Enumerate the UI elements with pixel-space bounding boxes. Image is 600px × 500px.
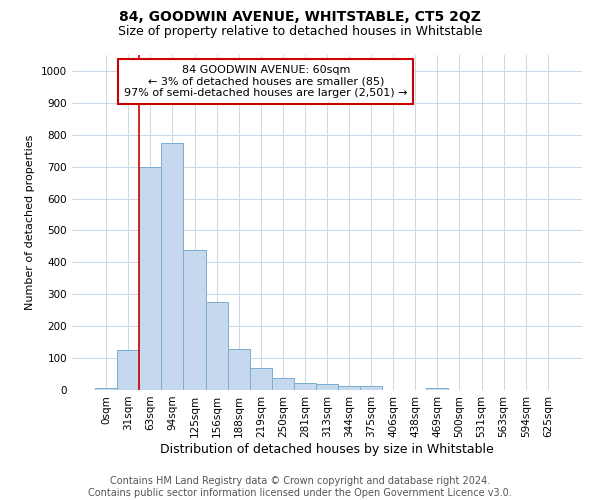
Text: 84, GOODWIN AVENUE, WHITSTABLE, CT5 2QZ: 84, GOODWIN AVENUE, WHITSTABLE, CT5 2QZ xyxy=(119,10,481,24)
Text: 84 GOODWIN AVENUE: 60sqm
← 3% of detached houses are smaller (85)
97% of semi-de: 84 GOODWIN AVENUE: 60sqm ← 3% of detache… xyxy=(124,65,407,98)
Bar xyxy=(95,388,117,390)
Text: Contains HM Land Registry data © Crown copyright and database right 2024.
Contai: Contains HM Land Registry data © Crown c… xyxy=(88,476,512,498)
Bar xyxy=(294,383,316,390)
X-axis label: Distribution of detached houses by size in Whitstable: Distribution of detached houses by size … xyxy=(160,442,494,456)
Text: Size of property relative to detached houses in Whitstable: Size of property relative to detached ho… xyxy=(118,25,482,38)
Bar xyxy=(338,386,360,390)
Bar xyxy=(227,348,250,390)
Bar xyxy=(427,388,448,390)
Bar xyxy=(117,350,139,390)
Bar xyxy=(206,302,227,390)
Bar xyxy=(316,384,338,390)
Bar xyxy=(139,166,161,390)
Bar xyxy=(161,142,184,390)
Bar xyxy=(272,378,294,390)
Bar xyxy=(250,368,272,390)
Bar xyxy=(360,386,382,390)
Y-axis label: Number of detached properties: Number of detached properties xyxy=(25,135,35,310)
Bar xyxy=(184,250,206,390)
